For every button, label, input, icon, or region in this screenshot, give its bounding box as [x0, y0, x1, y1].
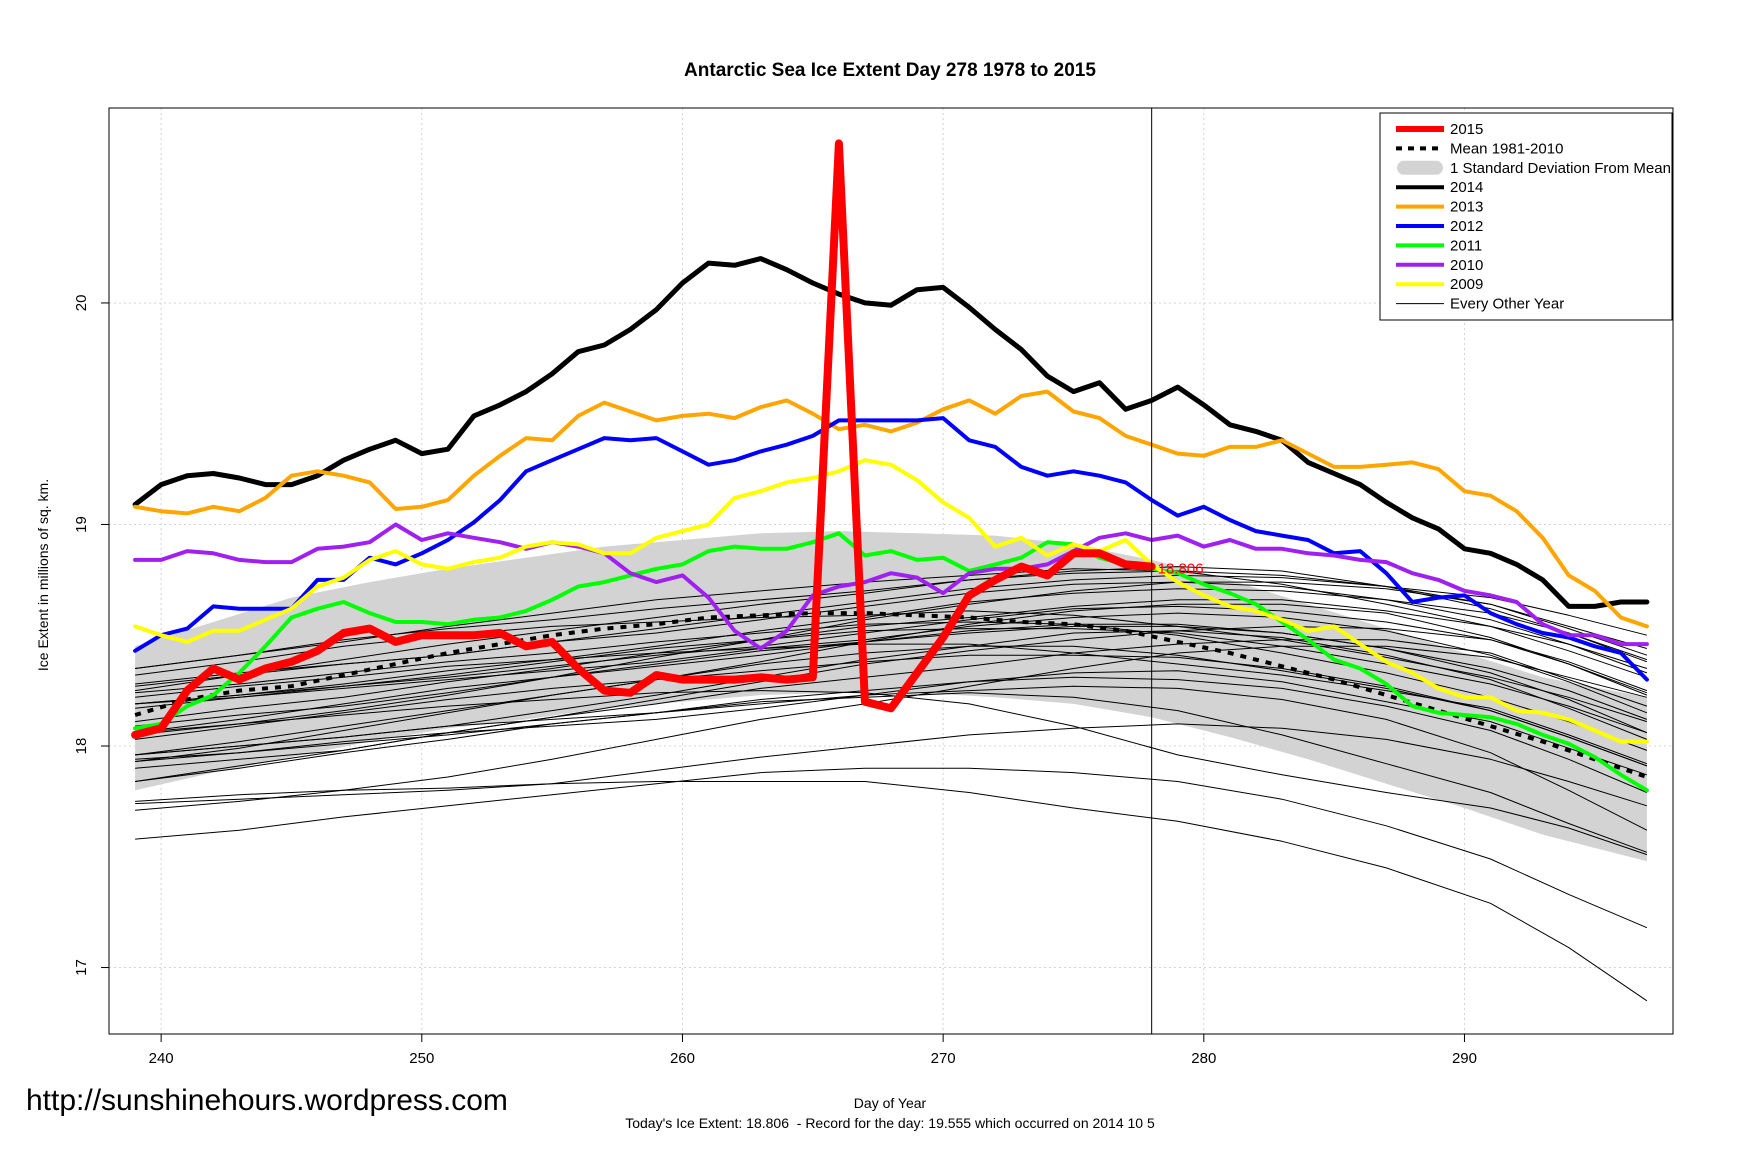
x-tick-label: 270 [931, 1050, 956, 1067]
y-tick-label: 19 [73, 516, 90, 533]
chart-title: Antarctic Sea Ice Extent Day 278 1978 to… [684, 60, 1096, 81]
series-line-1993 [135, 625, 1648, 782]
series-line-2008 [135, 781, 1648, 1002]
legend-label: 2015 [1450, 121, 1483, 138]
x-tick-label: 260 [670, 1050, 695, 1067]
x-tick-label: 280 [1191, 1050, 1216, 1067]
legend-label: 2010 [1450, 257, 1483, 274]
series-line-2014 [132, 256, 1650, 609]
legend: 2015 Mean 1981-2010 1 Standard Deviation F… [1379, 112, 1673, 321]
y-axis-label: Ice Extent in millions of sq. km. [35, 479, 51, 671]
legend-label: Every Other Year [1450, 296, 1564, 313]
other-years-layer [135, 566, 1648, 1002]
series-line-2002 [135, 612, 1648, 714]
series-line-2015 [131, 139, 1156, 739]
x-axis-label: Day of Year [854, 1095, 927, 1111]
series-line-1991 [135, 628, 1648, 734]
y-axis: 17 18 19 20 [73, 295, 109, 976]
series-line-2006 [135, 588, 1648, 705]
series-line-1997 [135, 767, 1648, 929]
legend-label: 2009 [1450, 276, 1483, 293]
series-line-2000 [135, 692, 1648, 853]
series-line-1989 [135, 723, 1648, 807]
mean-line [134, 611, 1648, 779]
series-line-1988 [135, 654, 1648, 767]
x-tick-label: 250 [409, 1050, 434, 1067]
current-value-label: 18.806 [1158, 560, 1204, 577]
x-axis: 240 250 260 270 280 290 [149, 1034, 1477, 1067]
series-line-2004 [135, 676, 1648, 793]
series-line-2009 [133, 458, 1649, 744]
y-tick-label: 17 [73, 959, 90, 976]
legend-label: 2012 [1450, 218, 1483, 235]
plot-frame [108, 107, 1674, 1035]
series-line-2013 [133, 389, 1649, 629]
y-tick-label: 20 [73, 295, 90, 312]
source-url[interactable]: http://sunshinehours.wordpress.com [26, 1084, 508, 1117]
series-line-1992 [135, 643, 1648, 765]
legend-label: Mean 1981-2010 [1450, 140, 1563, 157]
x-tick-label: 290 [1452, 1050, 1477, 1067]
series-line-1995 [135, 581, 1648, 685]
legend-label: 2011 [1450, 237, 1482, 254]
series-line-1979 [135, 690, 1648, 856]
series-line-1978 [135, 621, 1648, 751]
y-tick-label: 18 [73, 738, 90, 755]
highlight-series-layer [131, 139, 1650, 793]
series-line-2010 [133, 522, 1649, 651]
x-tick-label: 240 [149, 1050, 174, 1067]
series-line-2012 [133, 416, 1649, 682]
legend-label: 1 Standard Deviation From Mean [1450, 160, 1671, 177]
series-line-2005 [135, 623, 1648, 734]
mean-layer [134, 611, 1648, 779]
series-line-1994 [135, 599, 1648, 723]
series-line-2001 [135, 625, 1648, 734]
series-line-1984 [135, 605, 1648, 705]
series-line-2011 [133, 531, 1649, 793]
series-line-1999 [135, 570, 1648, 669]
series-line-1996 [135, 630, 1648, 756]
legend-label: 2013 [1450, 199, 1483, 216]
footer-record-text: Today's Ice Extent: 18.806 - Record for … [625, 1115, 1155, 1131]
legend-label: 2014 [1450, 179, 1483, 196]
